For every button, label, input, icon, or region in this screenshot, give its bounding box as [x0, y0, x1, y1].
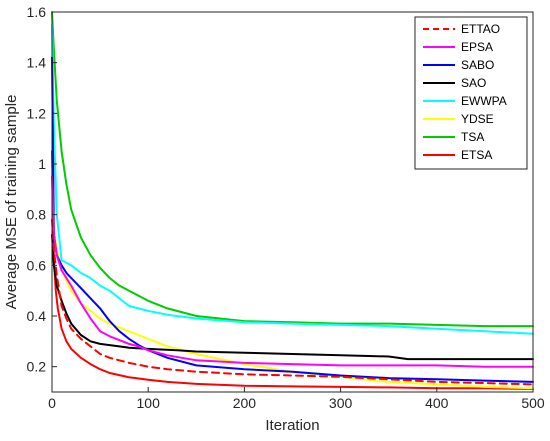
y-tick-label: 0.2	[27, 359, 47, 375]
series-line-epsa	[51, 175, 534, 368]
y-axis-ticks: 0.2 0.4 0.6 0.8 1 1.2 1.4 1.6	[27, 4, 57, 375]
x-tick-label: 500	[521, 395, 545, 411]
y-tick-label: 1.4	[27, 55, 47, 71]
x-tick-label: 0	[48, 395, 56, 411]
series-line-ewwpa	[51, 23, 534, 335]
y-tick-label: 1.2	[27, 105, 47, 121]
y-tick-label: 1	[38, 156, 46, 172]
x-axis-label: Iteration	[265, 417, 319, 434]
legend: ETTAO EPSA SABO SAO EWWPA YDSE TSA ETSA	[414, 16, 528, 170]
legend-label-ewwpa: EWWPA	[461, 94, 507, 108]
series-line-tsa	[51, 11, 534, 328]
y-axis-label: Average MSE of training sample	[3, 95, 20, 310]
legend-label-ettao: ETTAO	[461, 22, 500, 36]
series-layer	[51, 11, 534, 390]
plot-frame	[51, 11, 534, 393]
x-tick-label: 300	[329, 395, 353, 411]
legend-label-sao: SAO	[461, 76, 486, 90]
y-tick-label: 0.8	[27, 207, 47, 223]
y-tick-label: 0.6	[27, 257, 47, 273]
x-tick-label: 400	[425, 395, 449, 411]
legend-label-ydse: YDSE	[461, 112, 494, 126]
y-tick-label: 0.4	[27, 308, 47, 324]
legend-label-epsa: EPSA	[461, 40, 493, 54]
series-line-etsa	[51, 150, 534, 390]
legend-label-tsa: TSA	[461, 130, 484, 144]
legend-box	[414, 16, 528, 170]
legend-label-etsa: ETSA	[461, 148, 492, 162]
legend-label-sabo: SABO	[461, 58, 494, 72]
x-tick-label: 200	[233, 395, 257, 411]
series-line-sabo	[51, 56, 534, 383]
series-line-ettao	[51, 218, 534, 386]
x-axis-ticks: 0 100 200 300 400 500	[48, 387, 545, 411]
y-tick-label: 1.6	[27, 4, 47, 20]
x-tick-label: 100	[137, 395, 161, 411]
series-line-sao	[51, 233, 534, 361]
